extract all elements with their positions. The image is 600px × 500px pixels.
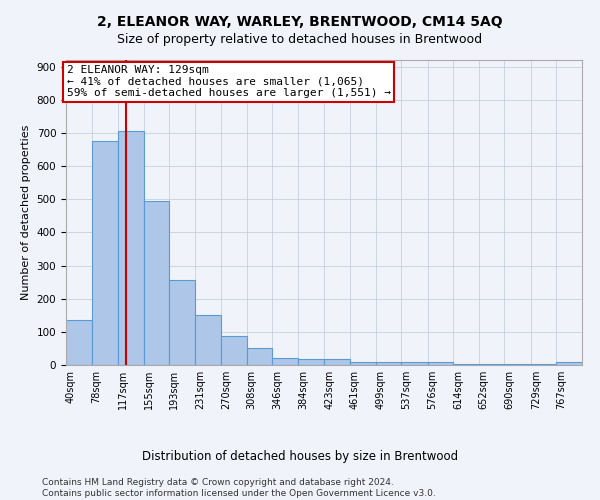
Text: Contains HM Land Registry data © Crown copyright and database right 2024.
Contai: Contains HM Land Registry data © Crown c… — [42, 478, 436, 498]
Bar — [556, 362, 582, 365]
Bar — [247, 348, 272, 365]
Bar — [428, 362, 453, 365]
Bar — [453, 364, 479, 365]
Bar — [298, 359, 325, 365]
Text: Distribution of detached houses by size in Brentwood: Distribution of detached houses by size … — [142, 450, 458, 463]
Bar — [195, 316, 221, 365]
Bar — [66, 320, 92, 365]
Bar — [143, 201, 169, 365]
Bar — [479, 364, 505, 365]
Bar — [272, 358, 298, 365]
Bar — [325, 360, 350, 365]
Text: 2 ELEANOR WAY: 129sqm
← 41% of detached houses are smaller (1,065)
59% of semi-d: 2 ELEANOR WAY: 129sqm ← 41% of detached … — [67, 65, 391, 98]
Bar — [118, 132, 143, 365]
Text: 2, ELEANOR WAY, WARLEY, BRENTWOOD, CM14 5AQ: 2, ELEANOR WAY, WARLEY, BRENTWOOD, CM14 … — [97, 15, 503, 29]
Bar — [401, 362, 428, 365]
Bar — [505, 364, 531, 365]
Y-axis label: Number of detached properties: Number of detached properties — [21, 125, 31, 300]
Bar — [376, 362, 401, 365]
Bar — [350, 362, 376, 365]
Bar — [169, 280, 195, 365]
Bar — [531, 364, 556, 365]
Bar — [92, 141, 118, 365]
Bar — [221, 336, 247, 365]
Text: Size of property relative to detached houses in Brentwood: Size of property relative to detached ho… — [118, 32, 482, 46]
